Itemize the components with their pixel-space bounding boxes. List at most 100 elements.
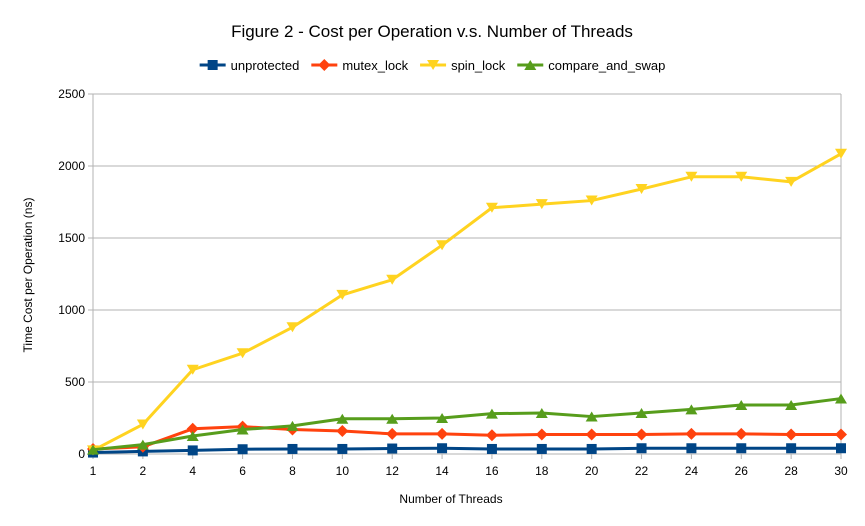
data-point <box>485 408 498 419</box>
legend-label: unprotected <box>231 58 300 73</box>
series-line <box>92 397 842 452</box>
data-point <box>835 148 847 159</box>
data-point <box>586 443 597 454</box>
x-tick-label: 10 <box>336 464 350 478</box>
data-point <box>187 445 198 456</box>
legend-label: spin_lock <box>451 58 506 73</box>
x-axis-ticks: 1 2 4 6 8 10 12 14 16 18 20 22 24 26 28 30 <box>90 454 848 478</box>
data-point <box>286 420 299 431</box>
y-tick-label: 500 <box>65 375 85 389</box>
data-point <box>736 443 747 454</box>
x-tick-label: 20 <box>585 464 599 478</box>
y-axis-ticks: 0 500 1000 1500 2000 2500 <box>58 87 93 461</box>
data-point <box>236 424 249 435</box>
data-point <box>535 199 548 210</box>
data-point <box>336 289 349 300</box>
series-compare_and_swap <box>87 393 847 455</box>
data-point <box>685 404 698 415</box>
data-point <box>535 407 548 418</box>
data-point <box>735 427 748 440</box>
x-tick-label: 1 <box>90 464 97 478</box>
data-point <box>186 364 199 375</box>
data-point <box>835 393 847 404</box>
data-point <box>585 428 598 441</box>
data-point <box>785 428 798 441</box>
data-point <box>286 322 299 333</box>
data-point <box>636 443 647 454</box>
legend-marker <box>427 60 440 70</box>
series-unprotected <box>88 443 846 458</box>
legend-marker <box>318 59 331 71</box>
data-point <box>336 424 349 437</box>
data-point <box>436 240 449 251</box>
data-point <box>287 443 298 454</box>
data-point <box>386 413 399 424</box>
data-point <box>136 419 149 430</box>
data-point <box>585 411 598 422</box>
legend-label: mutex_lock <box>342 58 408 73</box>
x-tick-label: 18 <box>535 464 549 478</box>
x-tick-label: 30 <box>834 464 848 478</box>
y-tick-label: 0 <box>78 447 85 461</box>
legend-entry-unprotected: unprotected <box>199 58 300 73</box>
series-line <box>92 446 841 455</box>
series-line <box>92 425 841 451</box>
x-tick-label: 2 <box>140 464 147 478</box>
series-layer <box>87 148 847 458</box>
gridlines <box>93 93 841 455</box>
chart-title: Figure 2 - Cost per Operation v.s. Numbe… <box>231 22 633 41</box>
data-point <box>237 444 248 455</box>
data-point <box>136 439 149 450</box>
legend-label: compare_and_swap <box>548 58 665 73</box>
data-point <box>836 443 846 454</box>
legend-marker <box>524 60 537 70</box>
data-point <box>485 429 498 442</box>
y-tick-label: 1000 <box>58 303 85 317</box>
legend-entry-compare_and_swap: compare_and_swap <box>517 58 665 73</box>
data-point <box>436 427 449 440</box>
data-point <box>786 443 797 454</box>
data-point <box>485 202 498 213</box>
data-point <box>87 444 99 455</box>
data-point <box>735 171 748 182</box>
data-point <box>436 413 449 423</box>
data-point <box>186 422 199 435</box>
y-axis-title: Time Cost per Operation (ns) <box>21 198 35 353</box>
x-tick-label: 26 <box>735 464 749 478</box>
x-tick-label: 14 <box>435 464 449 478</box>
y-tick-label: 2000 <box>58 159 85 173</box>
data-point <box>635 184 648 195</box>
x-axis-title: Number of Threads <box>399 492 502 506</box>
x-tick-label: 4 <box>189 464 196 478</box>
series-line <box>92 152 842 452</box>
data-point <box>236 348 249 359</box>
x-tick-label: 28 <box>784 464 798 478</box>
data-point <box>336 413 349 424</box>
data-point <box>387 443 398 454</box>
legend-entry-mutex_lock: mutex_lock <box>311 58 409 73</box>
axes <box>92 94 842 455</box>
legend-marker <box>207 60 218 70</box>
x-tick-label: 24 <box>685 464 699 478</box>
x-tick-label: 12 <box>386 464 400 478</box>
data-point <box>437 443 448 454</box>
data-point <box>536 443 547 454</box>
series-spin_lock <box>87 148 847 456</box>
data-point <box>835 428 847 441</box>
data-point <box>735 400 748 411</box>
data-point <box>337 443 348 454</box>
data-point <box>486 443 497 454</box>
data-point <box>785 400 798 411</box>
data-point <box>635 428 648 441</box>
legend-entry-spin_lock: spin_lock <box>420 58 506 73</box>
x-tick-label: 8 <box>289 464 296 478</box>
data-point <box>685 171 698 182</box>
x-tick-label: 22 <box>635 464 649 478</box>
data-point <box>535 428 548 441</box>
x-tick-label: 6 <box>239 464 246 478</box>
y-tick-label: 2500 <box>58 87 85 101</box>
data-point <box>386 427 399 440</box>
data-point <box>386 274 399 285</box>
data-point <box>585 195 598 206</box>
